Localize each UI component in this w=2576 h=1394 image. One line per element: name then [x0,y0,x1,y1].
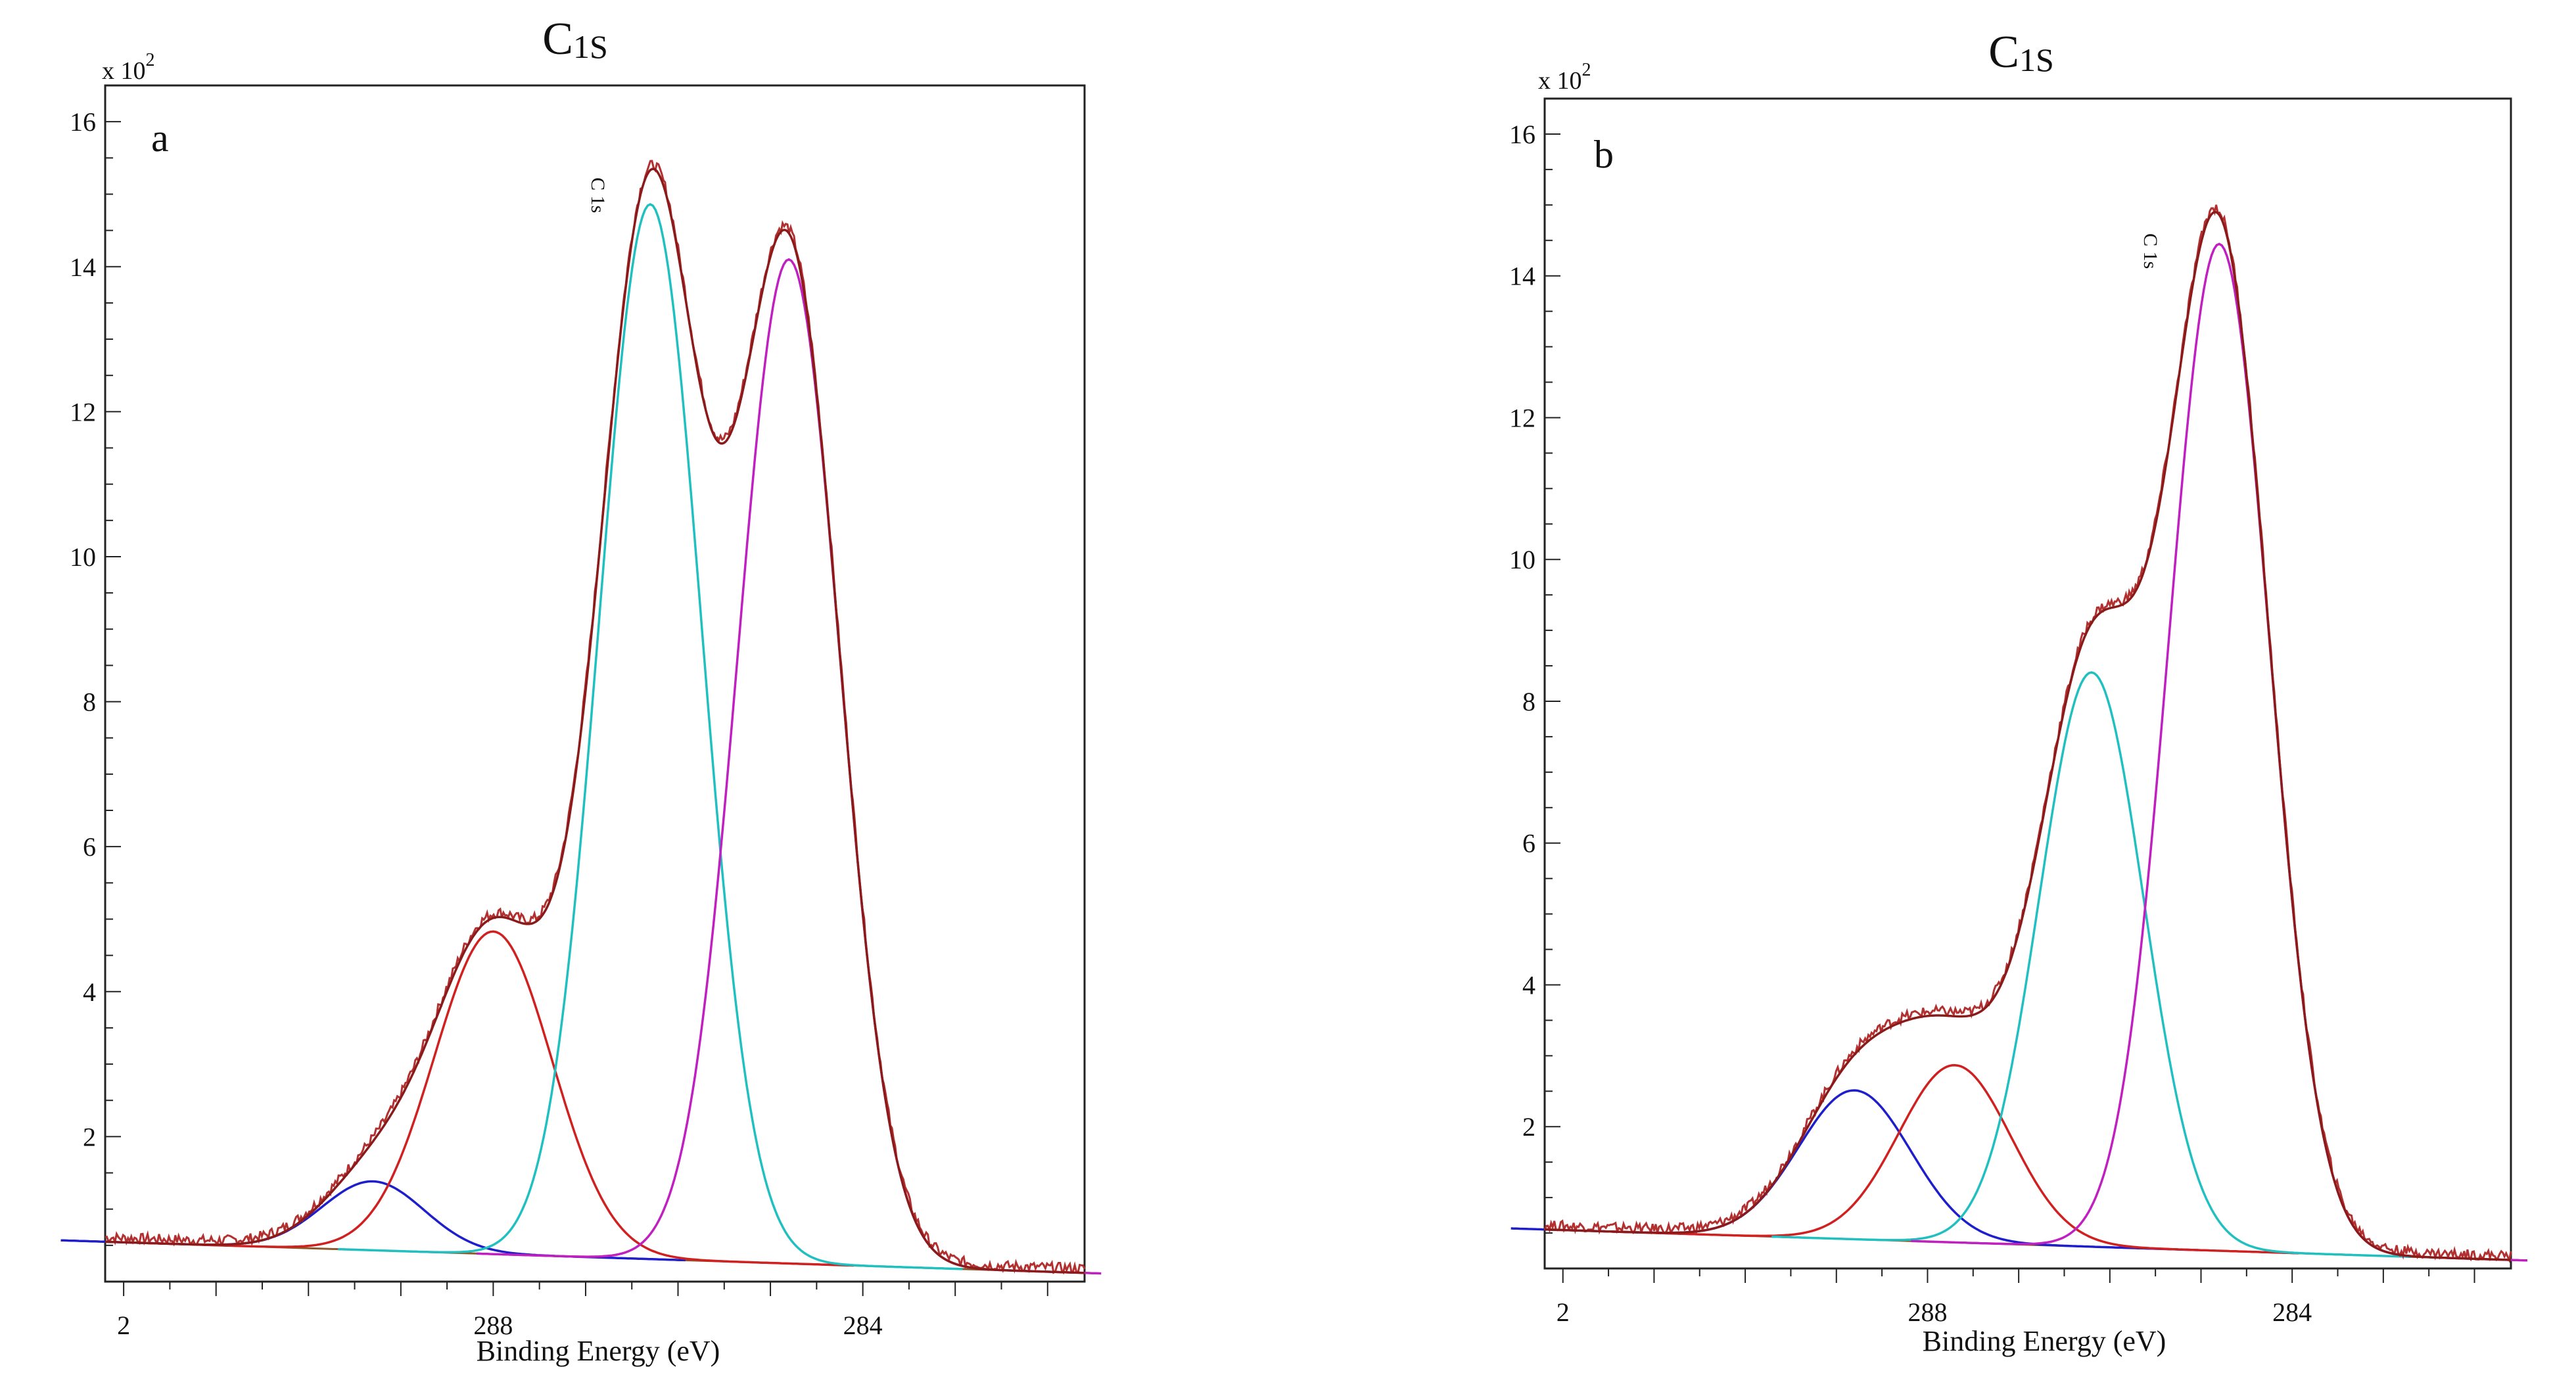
plot-frame-a [104,84,1086,1283]
y-tick-label: 6 [83,832,96,862]
y-tick-label: 2 [83,1122,96,1151]
component-peak-C3 [338,202,963,1270]
y-multiplier-a: x 102 [102,50,155,85]
y-ticks-a: 2 4 6 8 10 12 14 16 [70,107,121,1246]
chart-panel-b: C1S x 102 b 2 4 6 8 10 12 14 16 2 288 284 C 1s Bi… [1509,27,2528,1357]
y-tick-label: 10 [1509,545,1535,574]
y-tick-label: 8 [83,687,96,717]
y-tick-label: 16 [1509,120,1535,149]
component-peak-C1 [1510,1089,2199,1251]
envelope-fit-line [105,168,1085,1274]
x-tick-label: 2 [1557,1297,1570,1327]
component-peak-C1 [60,1180,686,1262]
x-tick-label: 284 [843,1311,883,1340]
raw-data-line [105,160,1086,1275]
x-tick-label: 288 [1908,1297,1947,1327]
y-tick-label: 6 [1522,829,1535,858]
panel-letter-b: b [1594,133,1614,176]
raw-data-line [1543,204,2512,1263]
curves-a [60,160,1102,1275]
x-axis-title-b: Binding Energy (eV) [1923,1325,2166,1357]
x-ticks-a: 2 288 284 [117,1282,1048,1340]
y-tick-label: 8 [1522,687,1535,716]
x-tick-label: 2 [117,1311,130,1340]
component-peak-C2 [1611,1063,2299,1255]
chart-title-b: C1S [1988,27,2054,78]
component-peak-C3 [1771,671,2412,1259]
y-tick-label: 2 [1522,1112,1535,1142]
peak-label-b: C 1s [2140,233,2161,269]
y-ticks-b: 2 4 6 8 10 12 14 16 [1509,120,1560,1234]
y-tick-label: 16 [70,107,96,137]
y-tick-label: 4 [1522,970,1535,1000]
chart-panel-a: C1S x 102 a 2 4 6 8 10 12 14 16 2 288 284 C 1s Bi… [60,14,1102,1367]
y-tick-label: 14 [70,252,96,282]
plot-frame-b [1543,97,2512,1270]
y-tick-label: 14 [1509,262,1535,291]
y-tick-label: 12 [1509,403,1535,432]
x-axis-title-a: Binding Energy (eV) [477,1335,720,1367]
y-tick-label: 10 [70,542,96,572]
x-ticks-b: 2 288 284 [1557,1268,2475,1327]
chart-title-a: C1S [542,14,608,65]
y-tick-label: 4 [83,977,96,1007]
component-peak-C2 [133,930,854,1267]
envelope-fit-line [1545,210,2512,1261]
x-tick-label: 284 [2272,1297,2312,1327]
y-tick-label: 12 [70,397,96,427]
peak-label-a: C 1s [587,177,609,213]
curves-b [1510,204,2528,1263]
panel-letter-a: a [151,116,169,160]
y-multiplier-b: x 102 [1538,60,1591,95]
x-tick-label: 288 [473,1311,513,1340]
